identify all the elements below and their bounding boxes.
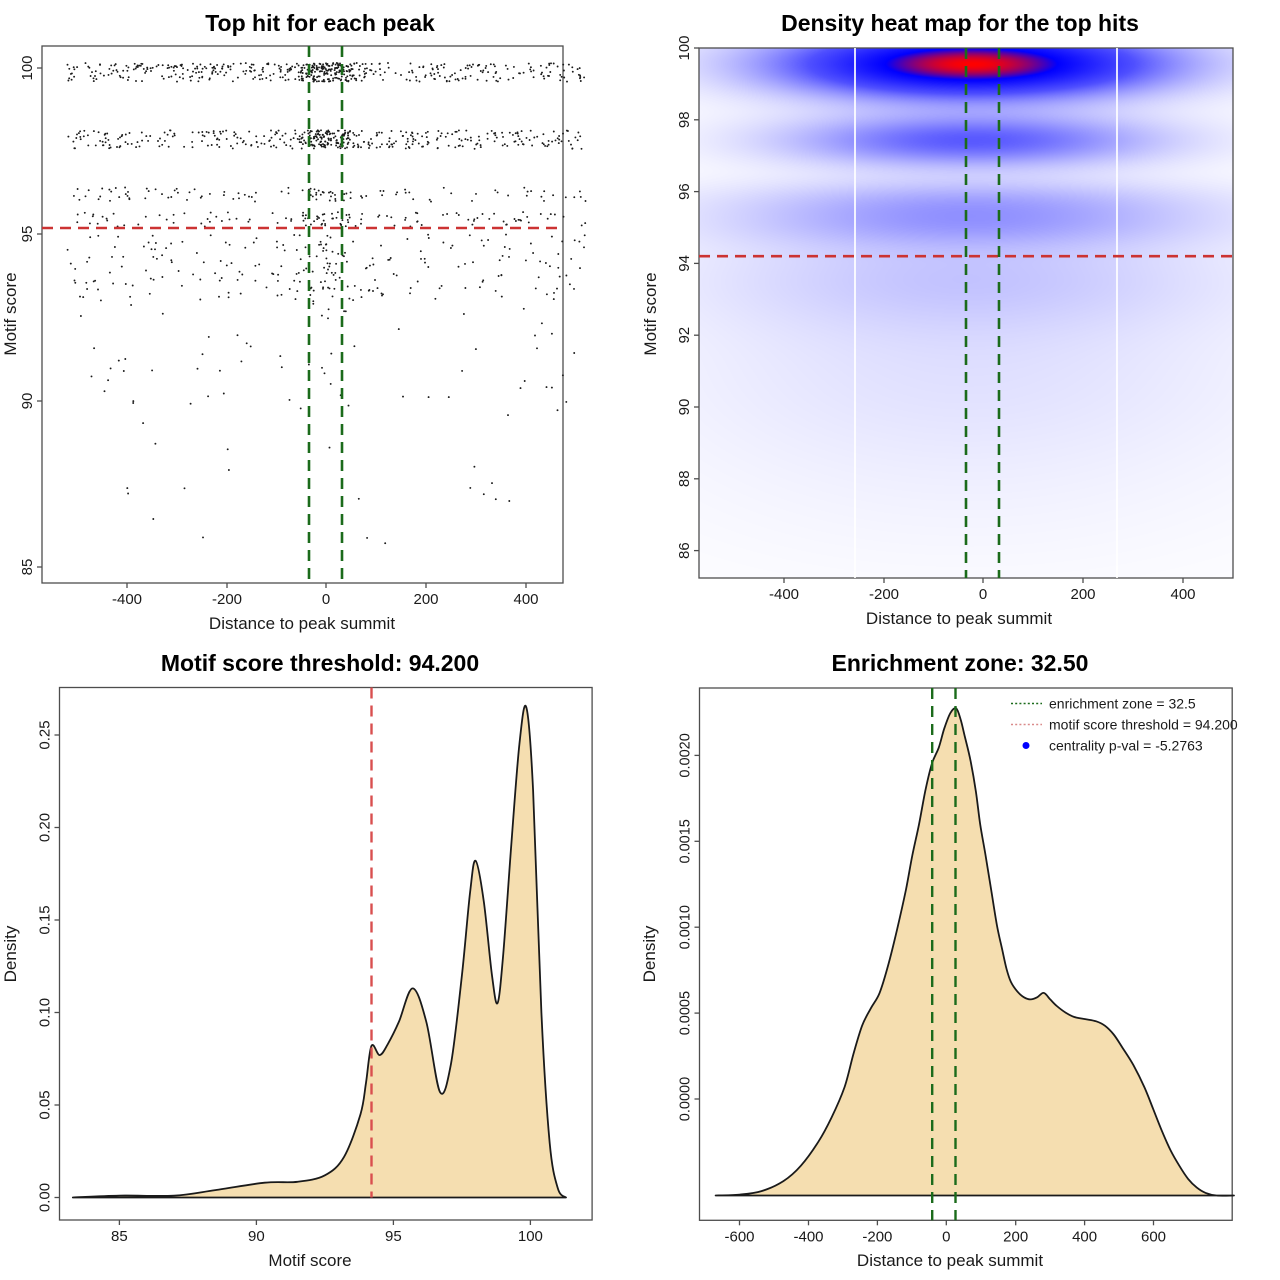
svg-text:0: 0 (322, 591, 330, 608)
svg-text:centrality p-val = -5.2763: centrality p-val = -5.2763 (1049, 737, 1203, 753)
svg-text:-400: -400 (793, 1228, 823, 1245)
svg-text:-200: -200 (212, 591, 242, 608)
svg-text:-200: -200 (869, 586, 899, 603)
svg-text:200: 200 (1003, 1228, 1028, 1245)
svg-text:0.0010: 0.0010 (678, 905, 694, 949)
svg-text:Motif score: Motif score (1, 272, 20, 355)
svg-text:400: 400 (1072, 1228, 1097, 1245)
svg-text:600: 600 (1141, 1228, 1166, 1245)
svg-text:95: 95 (19, 226, 36, 243)
svg-text:0.25: 0.25 (37, 720, 54, 749)
svg-text:100: 100 (676, 35, 693, 60)
svg-text:100: 100 (19, 55, 36, 80)
svg-text:Distance to peak summit: Distance to peak summit (857, 1251, 1043, 1270)
svg-text:96: 96 (676, 183, 693, 200)
svg-text:Motif score: Motif score (268, 1251, 351, 1270)
svg-text:0.0020: 0.0020 (678, 733, 694, 777)
svg-text:0.0000: 0.0000 (678, 1077, 694, 1121)
svg-text:0: 0 (942, 1228, 950, 1245)
svg-text:0.10: 0.10 (37, 998, 54, 1027)
svg-text:-400: -400 (769, 586, 799, 603)
svg-text:-400: -400 (112, 591, 142, 608)
svg-text:0.05: 0.05 (37, 1090, 54, 1119)
svg-text:Distance to peak summit: Distance to peak summit (209, 614, 395, 633)
svg-text:0.20: 0.20 (37, 813, 54, 842)
svg-text:95: 95 (385, 1228, 402, 1245)
svg-text:Density: Density (1, 925, 20, 982)
svg-text:92: 92 (676, 327, 693, 344)
svg-text:Motif score: Motif score (641, 272, 660, 355)
svg-text:-200: -200 (862, 1228, 892, 1245)
svg-text:400: 400 (1170, 586, 1195, 603)
svg-text:85: 85 (19, 559, 36, 576)
svg-text:98: 98 (676, 111, 693, 128)
svg-text:200: 200 (413, 591, 438, 608)
svg-text:90: 90 (19, 393, 36, 410)
svg-text:Distance to peak summit: Distance to peak summit (866, 609, 1052, 628)
svg-text:enrichment zone = 32.5: enrichment zone = 32.5 (1049, 695, 1196, 711)
svg-text:0.15: 0.15 (37, 905, 54, 934)
svg-text:motif score threshold = 94.200: motif score threshold = 94.200 (1049, 716, 1238, 732)
svg-text:90: 90 (676, 399, 693, 416)
svg-text:0.00: 0.00 (37, 1183, 54, 1212)
svg-text:90: 90 (248, 1228, 265, 1245)
svg-text:86: 86 (676, 542, 693, 559)
svg-text:-600: -600 (724, 1228, 754, 1245)
svg-text:100: 100 (518, 1228, 543, 1245)
svg-text:0: 0 (979, 586, 987, 603)
svg-text:88: 88 (676, 470, 693, 487)
svg-text:0.0005: 0.0005 (678, 991, 694, 1035)
svg-text:400: 400 (513, 591, 538, 608)
svg-text:Density: Density (640, 925, 659, 982)
svg-text:85: 85 (111, 1228, 128, 1245)
svg-text:94: 94 (676, 255, 693, 272)
svg-text:200: 200 (1070, 586, 1095, 603)
svg-text:0.0015: 0.0015 (678, 819, 694, 863)
